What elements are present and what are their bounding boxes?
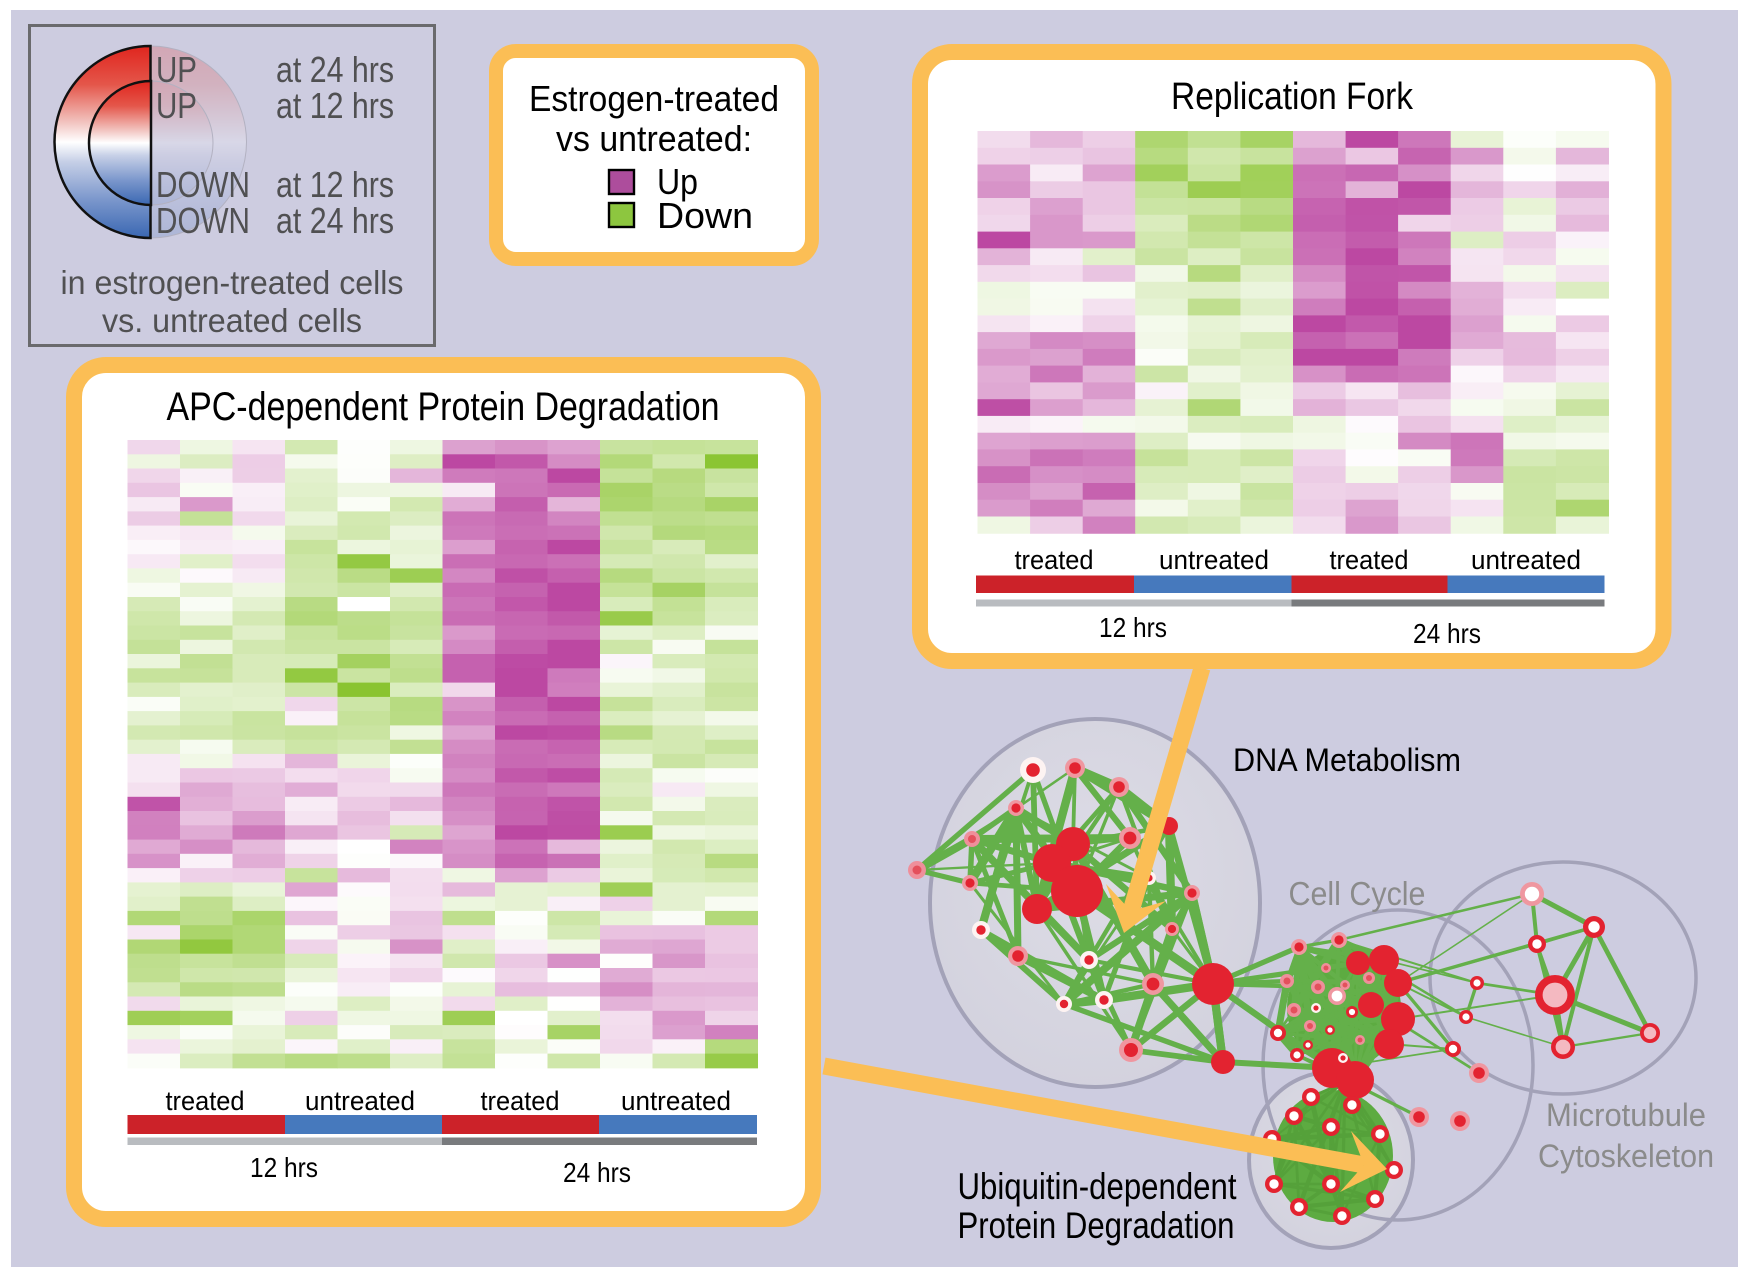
svg-text:DOWN: DOWN xyxy=(156,164,250,205)
svg-text:untreated: untreated xyxy=(305,1086,415,1116)
svg-text:at 24 hrs: at 24 hrs xyxy=(276,49,394,90)
svg-text:Protein Degradation: Protein Degradation xyxy=(958,1205,1235,1246)
svg-text:untreated: untreated xyxy=(1159,545,1269,575)
svg-text:at 12 hrs: at 12 hrs xyxy=(276,85,394,126)
svg-text:UP: UP xyxy=(156,85,197,126)
svg-text:24 hrs: 24 hrs xyxy=(563,1157,631,1188)
svg-text:DNA Metabolism: DNA Metabolism xyxy=(1233,742,1461,778)
svg-text:Ubiquitin-dependent: Ubiquitin-dependent xyxy=(958,1166,1238,1207)
svg-text:12 hrs: 12 hrs xyxy=(250,1152,318,1183)
svg-text:Down: Down xyxy=(657,195,753,236)
svg-text:DOWN: DOWN xyxy=(156,200,250,241)
svg-text:at 12 hrs: at 12 hrs xyxy=(276,164,394,205)
svg-text:treated: treated xyxy=(1015,545,1094,575)
svg-text:untreated: untreated xyxy=(621,1086,731,1116)
svg-text:UP: UP xyxy=(156,49,197,90)
svg-text:Cell Cycle: Cell Cycle xyxy=(1289,875,1426,912)
svg-text:Microtubule: Microtubule xyxy=(1546,1097,1706,1133)
svg-text:at 24 hrs: at 24 hrs xyxy=(276,200,394,241)
svg-text:Up: Up xyxy=(657,161,698,202)
svg-text:treated: treated xyxy=(166,1086,245,1116)
svg-text:Replication Fork: Replication Fork xyxy=(1171,76,1414,118)
svg-text:in estrogen-treated cells: in estrogen-treated cells xyxy=(61,264,404,301)
svg-text:treated: treated xyxy=(481,1086,560,1116)
svg-text:APC-dependent Protein Degradat: APC-dependent Protein Degradation xyxy=(167,385,720,429)
svg-text:vs. untreated cells: vs. untreated cells xyxy=(102,302,362,339)
svg-text:12 hrs: 12 hrs xyxy=(1099,612,1167,643)
svg-text:Cytoskeleton: Cytoskeleton xyxy=(1538,1138,1714,1174)
svg-text:vs untreated:: vs untreated: xyxy=(556,118,752,159)
svg-text:treated: treated xyxy=(1330,545,1409,575)
svg-text:24 hrs: 24 hrs xyxy=(1413,618,1481,649)
svg-text:Estrogen-treated: Estrogen-treated xyxy=(529,78,779,119)
svg-text:untreated: untreated xyxy=(1471,545,1581,575)
